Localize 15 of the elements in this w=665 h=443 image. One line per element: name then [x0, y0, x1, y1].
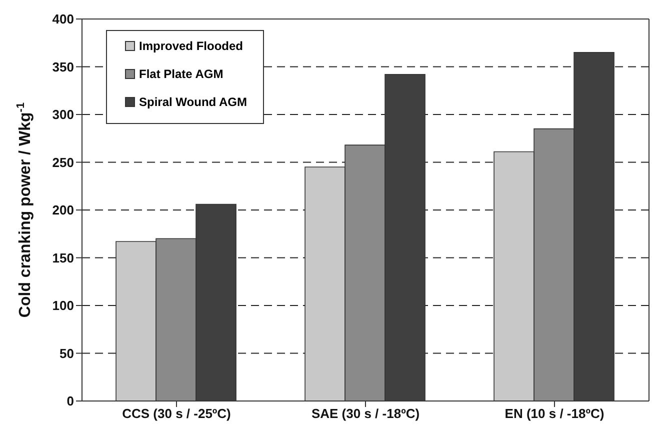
legend-label: Spiral Wound AGM: [139, 95, 247, 109]
x-tick-label: SAE (30 s / -18ºC): [311, 406, 420, 422]
y-tick-label: 150: [52, 250, 74, 266]
y-tick-label: 350: [52, 59, 74, 74]
x-tick-label: CCS (30 s / -25ºC): [122, 406, 231, 422]
y-tick-label: 400: [52, 12, 74, 27]
y-tick-label: 300: [52, 107, 74, 122]
y-tick-label: 200: [52, 202, 74, 218]
y-tick-label: 0: [66, 394, 74, 409]
x-tick-label: EN (10 s / -18ºC): [504, 406, 604, 422]
legend-label: Improved Flooded: [139, 39, 244, 53]
y-tick-label: 100: [52, 298, 74, 314]
legend-label: Flat Plate AGM: [139, 67, 224, 81]
y-tick-label: 250: [52, 154, 74, 170]
y-tick-label: 50: [60, 346, 74, 361]
